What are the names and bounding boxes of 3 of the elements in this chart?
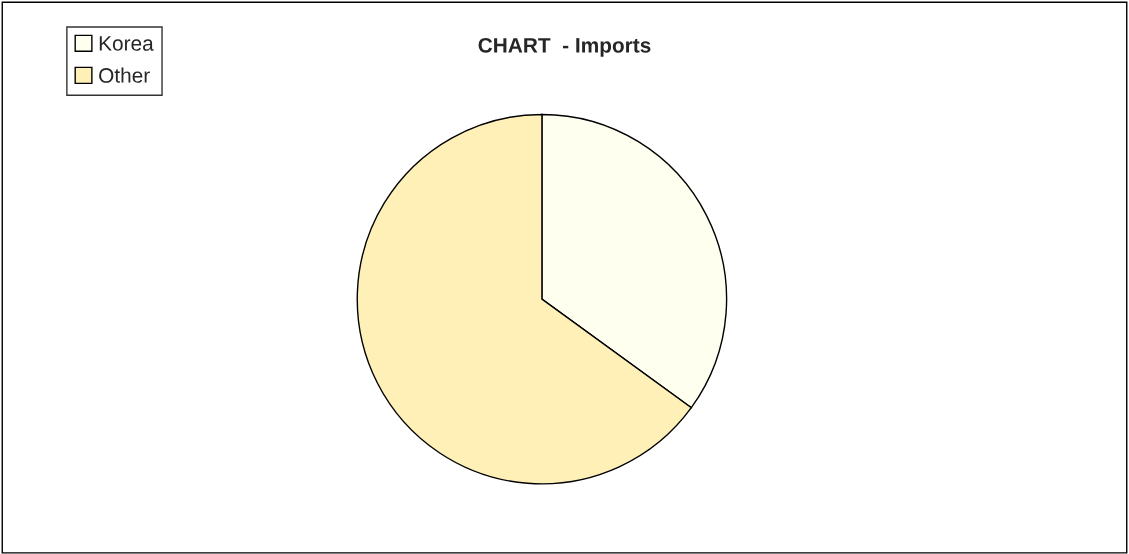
legend-label: Other (99, 67, 150, 83)
text: CHART - Imports (478, 37, 651, 57)
legend-label: Korea (99, 36, 154, 51)
